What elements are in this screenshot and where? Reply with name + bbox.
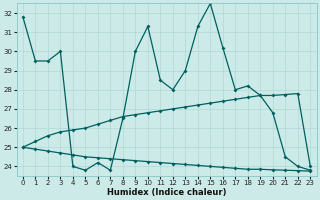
- X-axis label: Humidex (Indice chaleur): Humidex (Indice chaleur): [107, 188, 226, 197]
